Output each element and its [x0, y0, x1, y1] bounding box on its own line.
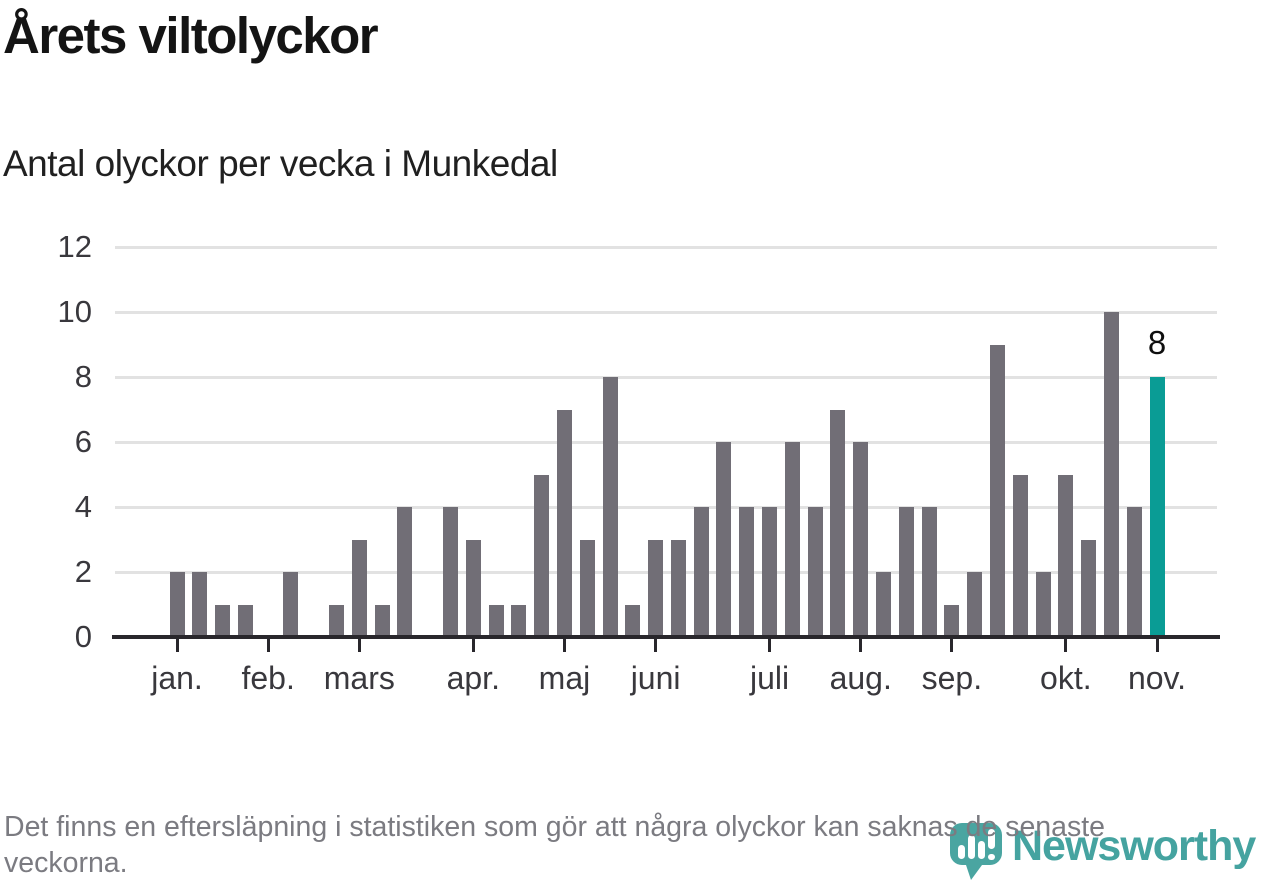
- bar-week-15: [488, 604, 504, 637]
- bar-week-14: [465, 539, 481, 637]
- gridline-y-4: [115, 506, 1217, 509]
- bar-week-31: [853, 442, 869, 637]
- y-axis-label-8: 8: [74, 359, 92, 394]
- bar-week-41: [1081, 539, 1097, 637]
- x-tick-apr: [471, 639, 475, 652]
- gridline-y-6: [115, 441, 1217, 444]
- y-axis-label-4: 4: [74, 489, 92, 524]
- bar-week-4: [237, 604, 253, 637]
- gridline-y-2: [115, 571, 1217, 574]
- x-axis-label-feb: feb.: [241, 660, 295, 696]
- x-axis-label-okt: okt.: [1040, 660, 1092, 696]
- x-axis-label-mars: mars: [323, 660, 395, 696]
- bar-week-36: [967, 572, 983, 637]
- x-axis-label-nov: nov.: [1127, 660, 1187, 696]
- bar-week-26: [739, 507, 755, 637]
- gridline-y-10: [115, 311, 1217, 314]
- bar-week-6: [283, 572, 299, 637]
- bar-week-17: [534, 474, 550, 637]
- x-tick-nov: [1155, 639, 1159, 652]
- bar-week-8: [329, 604, 345, 637]
- x-tick-juli: [768, 639, 772, 652]
- bar-week-30: [830, 409, 846, 637]
- bar-week-42: [1103, 312, 1119, 637]
- bar-week-29: [807, 507, 823, 637]
- bar-week-9: [351, 539, 367, 637]
- x-axis-label-juli: juli: [749, 660, 790, 696]
- bar-week-43: [1126, 507, 1142, 637]
- x-axis-line: [112, 635, 1220, 639]
- x-tick-mars: [357, 639, 361, 652]
- gridline-y-8: [115, 376, 1217, 379]
- bar-week-38: [1012, 474, 1028, 637]
- x-tick-feb: [266, 639, 270, 652]
- bar-week-44-highlighted: [1149, 377, 1165, 637]
- bar-week-24: [693, 507, 709, 637]
- page-title: Årets viltolyckor: [3, 7, 379, 64]
- last-bar-value-label: 8: [1147, 324, 1167, 361]
- x-tick-maj: [562, 639, 566, 652]
- x-tick-sep: [950, 639, 954, 652]
- newsworthy-wordmark: Newsworthy: [1012, 822, 1256, 870]
- bar-week-22: [648, 539, 664, 637]
- newsworthy-logo: Newsworthy: [948, 821, 1256, 881]
- x-axis-label-juni: juni: [630, 660, 681, 696]
- y-axis-label-12: 12: [57, 229, 92, 264]
- y-axis-label-2: 2: [74, 554, 92, 589]
- bar-week-39: [1035, 572, 1051, 637]
- x-axis-label-apr: apr.: [446, 660, 500, 696]
- x-tick-juni: [654, 639, 658, 652]
- x-tick-jan: [175, 639, 179, 652]
- bar-week-20: [602, 377, 618, 637]
- x-axis-label-aug: aug.: [829, 660, 892, 696]
- bar-week-3: [215, 604, 231, 637]
- bar-week-10: [374, 604, 390, 637]
- y-axis-label-6: 6: [74, 424, 92, 459]
- chart-subtitle: Antal olyckor per vecka i Munkedal: [3, 143, 558, 184]
- bar-week-27: [762, 507, 778, 637]
- y-axis-label-0: 0: [74, 619, 92, 654]
- bar-week-34: [921, 507, 937, 637]
- weekly-accidents-bar-chart: 0 2 4 6 8 10 12 jan. feb. mars apr. maj juni juli aug.…: [57, 229, 1220, 696]
- bar-week-16: [511, 604, 527, 637]
- bar-week-33: [898, 507, 914, 637]
- x-axis-label-maj: maj: [538, 660, 591, 696]
- gridline-y-12: [115, 246, 1217, 249]
- bar-week-2: [192, 572, 208, 637]
- x-tick-okt: [1064, 639, 1068, 652]
- bar-week-18: [556, 409, 572, 637]
- bar-week-1: [169, 572, 185, 637]
- bar-week-11: [397, 507, 413, 637]
- footer-note: Det finns en eftersläpning i statistiken…: [4, 811, 1106, 880]
- bar-week-37: [989, 344, 1005, 637]
- x-axis-label-jan: jan.: [151, 660, 203, 696]
- x-axis-label-sep: sep.: [921, 660, 983, 696]
- x-tick-aug: [859, 639, 863, 652]
- bar-week-40: [1058, 474, 1074, 637]
- bar-week-13: [442, 507, 458, 637]
- bar-week-21: [625, 604, 641, 637]
- bar-week-32: [876, 572, 891, 637]
- bar-week-35: [944, 604, 960, 637]
- bar-week-19: [579, 539, 595, 637]
- bar-week-28: [784, 442, 800, 637]
- y-axis-label-10: 10: [57, 294, 92, 329]
- bar-week-25: [716, 442, 732, 637]
- bar-week-23: [670, 539, 686, 637]
- newsworthy-logo-icon: [950, 823, 1002, 880]
